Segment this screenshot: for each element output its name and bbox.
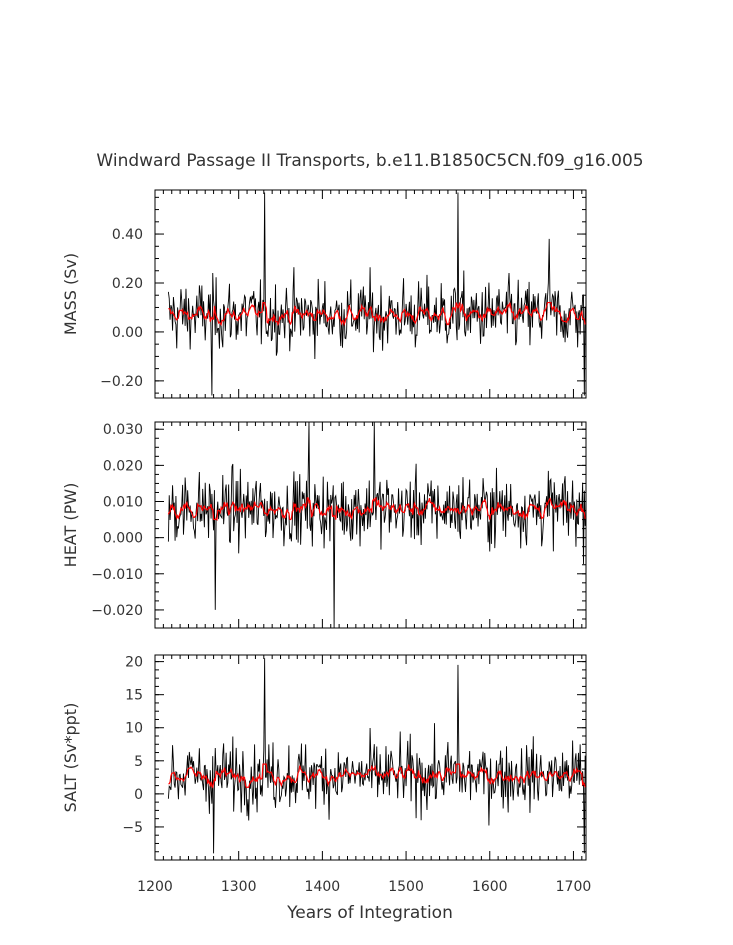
x-tick-labels: 1200 1300 1400 1500 1600 1700: [137, 879, 591, 895]
y-tick-label: 0.20: [112, 276, 143, 292]
y-tick-label: 0: [134, 787, 143, 803]
panel-heat: 0.030 0.020 0.010 0.000 −0.010 −0.020 HEAT (PW…: [61, 421, 587, 629]
y-tick-label: −0.010: [91, 567, 143, 583]
y-axis-label: HEAT (PW): [61, 483, 80, 568]
y-tick-label: 0.030: [103, 422, 143, 438]
series-salt-smoothed: [168, 763, 586, 789]
plot-frame: [154, 189, 587, 399]
series-mass-smoothed: [168, 301, 586, 327]
x-tick-label: 1300: [221, 879, 257, 895]
x-tick-label: 1600: [472, 879, 508, 895]
series-mass-annual: [167, 192, 586, 396]
x-tick-label: 1500: [388, 879, 424, 895]
y-tick-label: −0.020: [91, 603, 143, 619]
x-tick-label: 1200: [137, 879, 173, 895]
y-axis-label: SALT (Sv*ppt): [61, 703, 80, 813]
y-tick-label: 0.00: [112, 325, 143, 341]
y-tick-label: 10: [125, 721, 143, 737]
y-tick-label: 15: [125, 688, 143, 704]
y-tick-label: 0.020: [103, 458, 143, 474]
y-tick-label: 5: [134, 754, 143, 770]
y-axis-label: MASS (Sv): [61, 253, 80, 335]
y-tick-label: 0.010: [103, 495, 143, 511]
x-tick-label: 1400: [305, 879, 341, 895]
y-tick-label: 0.000: [103, 531, 143, 547]
series-heat-smoothed: [167, 496, 586, 522]
plot-frame: [154, 421, 587, 629]
panel-mass: 0.40 0.20 0.00 −0.20 MASS (Sv): [61, 189, 587, 399]
chart-title: Windward Passage II Transports, b.e11.B1…: [96, 151, 643, 171]
y-tick-label: −5: [122, 820, 143, 836]
plot-frame: [154, 654, 587, 861]
y-tick-label: 20: [125, 655, 143, 671]
y-tick-label: −0.20: [100, 374, 143, 390]
panel-salt: 20 15 10 5 0 −5 SALT (Sv*ppt): [61, 654, 587, 861]
panels-group: 0.40 0.20 0.00 −0.20 MASS (Sv) 0.030 0.020 0.01…: [61, 189, 587, 861]
series-heat-annual: [167, 422, 586, 628]
y-tick-label: 0.40: [112, 227, 143, 243]
x-tick-label: 1700: [556, 879, 592, 895]
series-salt-annual: [167, 658, 586, 854]
x-axis-label: Years of Integration: [286, 903, 453, 923]
